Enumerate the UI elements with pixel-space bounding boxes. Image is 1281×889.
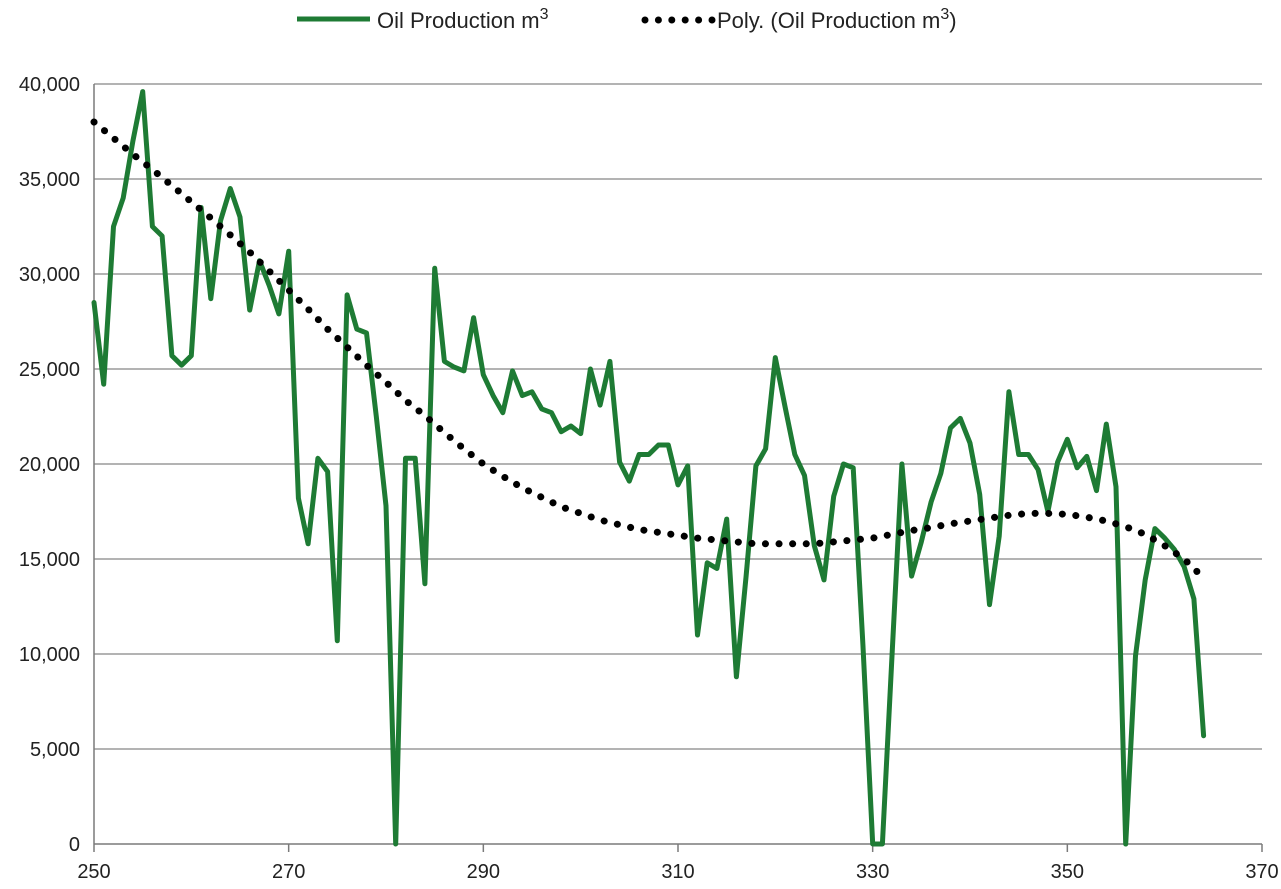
legend-series-label-text: Oil Production m (377, 8, 540, 33)
x-tick-label-370: 370 (1245, 861, 1278, 883)
legend-trend-dot (695, 16, 703, 24)
y-tick-label-5000: 5,000 (30, 739, 80, 761)
x-tick-labels: 250 270 290 310 330 350 370 (77, 861, 1278, 883)
legend-trend-label-sup: 3 (940, 6, 949, 23)
legend-trend-swatch (641, 16, 716, 24)
y-tick-label-0: 0 (69, 834, 80, 856)
legend-series-label-sup: 3 (540, 6, 549, 23)
axes (93, 84, 1263, 852)
y-tick-label-35000: 35,000 (19, 169, 80, 191)
x-tick-label-290: 290 (467, 861, 500, 883)
x-tick-label-250: 250 (77, 861, 110, 883)
legend-trend-label: Poly. (Oil Production m3) (717, 6, 957, 33)
series-line-oil-production (91, 89, 1207, 847)
legend-trend-dot (681, 16, 689, 24)
trendline-poly (90, 118, 1208, 582)
legend-trend-label-close: ) (949, 8, 956, 33)
x-tick-label-270: 270 (272, 861, 305, 883)
legend-trend-dot (668, 16, 676, 24)
legend: Oil Production m3 Poly. (Oil Production … (297, 6, 957, 33)
y-tick-label-10000: 10,000 (19, 644, 80, 666)
y-tick-labels: 0 5,000 10,000 15,000 20,000 25,000 30,000 35,0… (19, 74, 80, 856)
series-layer (91, 89, 1207, 847)
legend-trend-label-text: Poly. (Oil Production m (717, 8, 940, 33)
y-tick-label-25000: 25,000 (19, 359, 80, 381)
y-tick-label-30000: 30,000 (19, 264, 80, 286)
grid-lines (94, 83, 1262, 750)
x-tick-label-330: 330 (856, 861, 889, 883)
legend-series-label: Oil Production m3 (377, 6, 549, 33)
legend-trend-dot (708, 16, 716, 24)
x-tick-label-310: 310 (661, 861, 694, 883)
y-tick-label-15000: 15,000 (19, 549, 80, 571)
y-tick-label-40000: 40,000 (19, 74, 80, 96)
x-tick-label-350: 350 (1051, 861, 1084, 883)
legend-trend-dot (654, 16, 662, 24)
legend-trend-dot (641, 16, 649, 24)
y-tick-label-20000: 20,000 (19, 454, 80, 476)
trendline-layer (90, 118, 1208, 582)
